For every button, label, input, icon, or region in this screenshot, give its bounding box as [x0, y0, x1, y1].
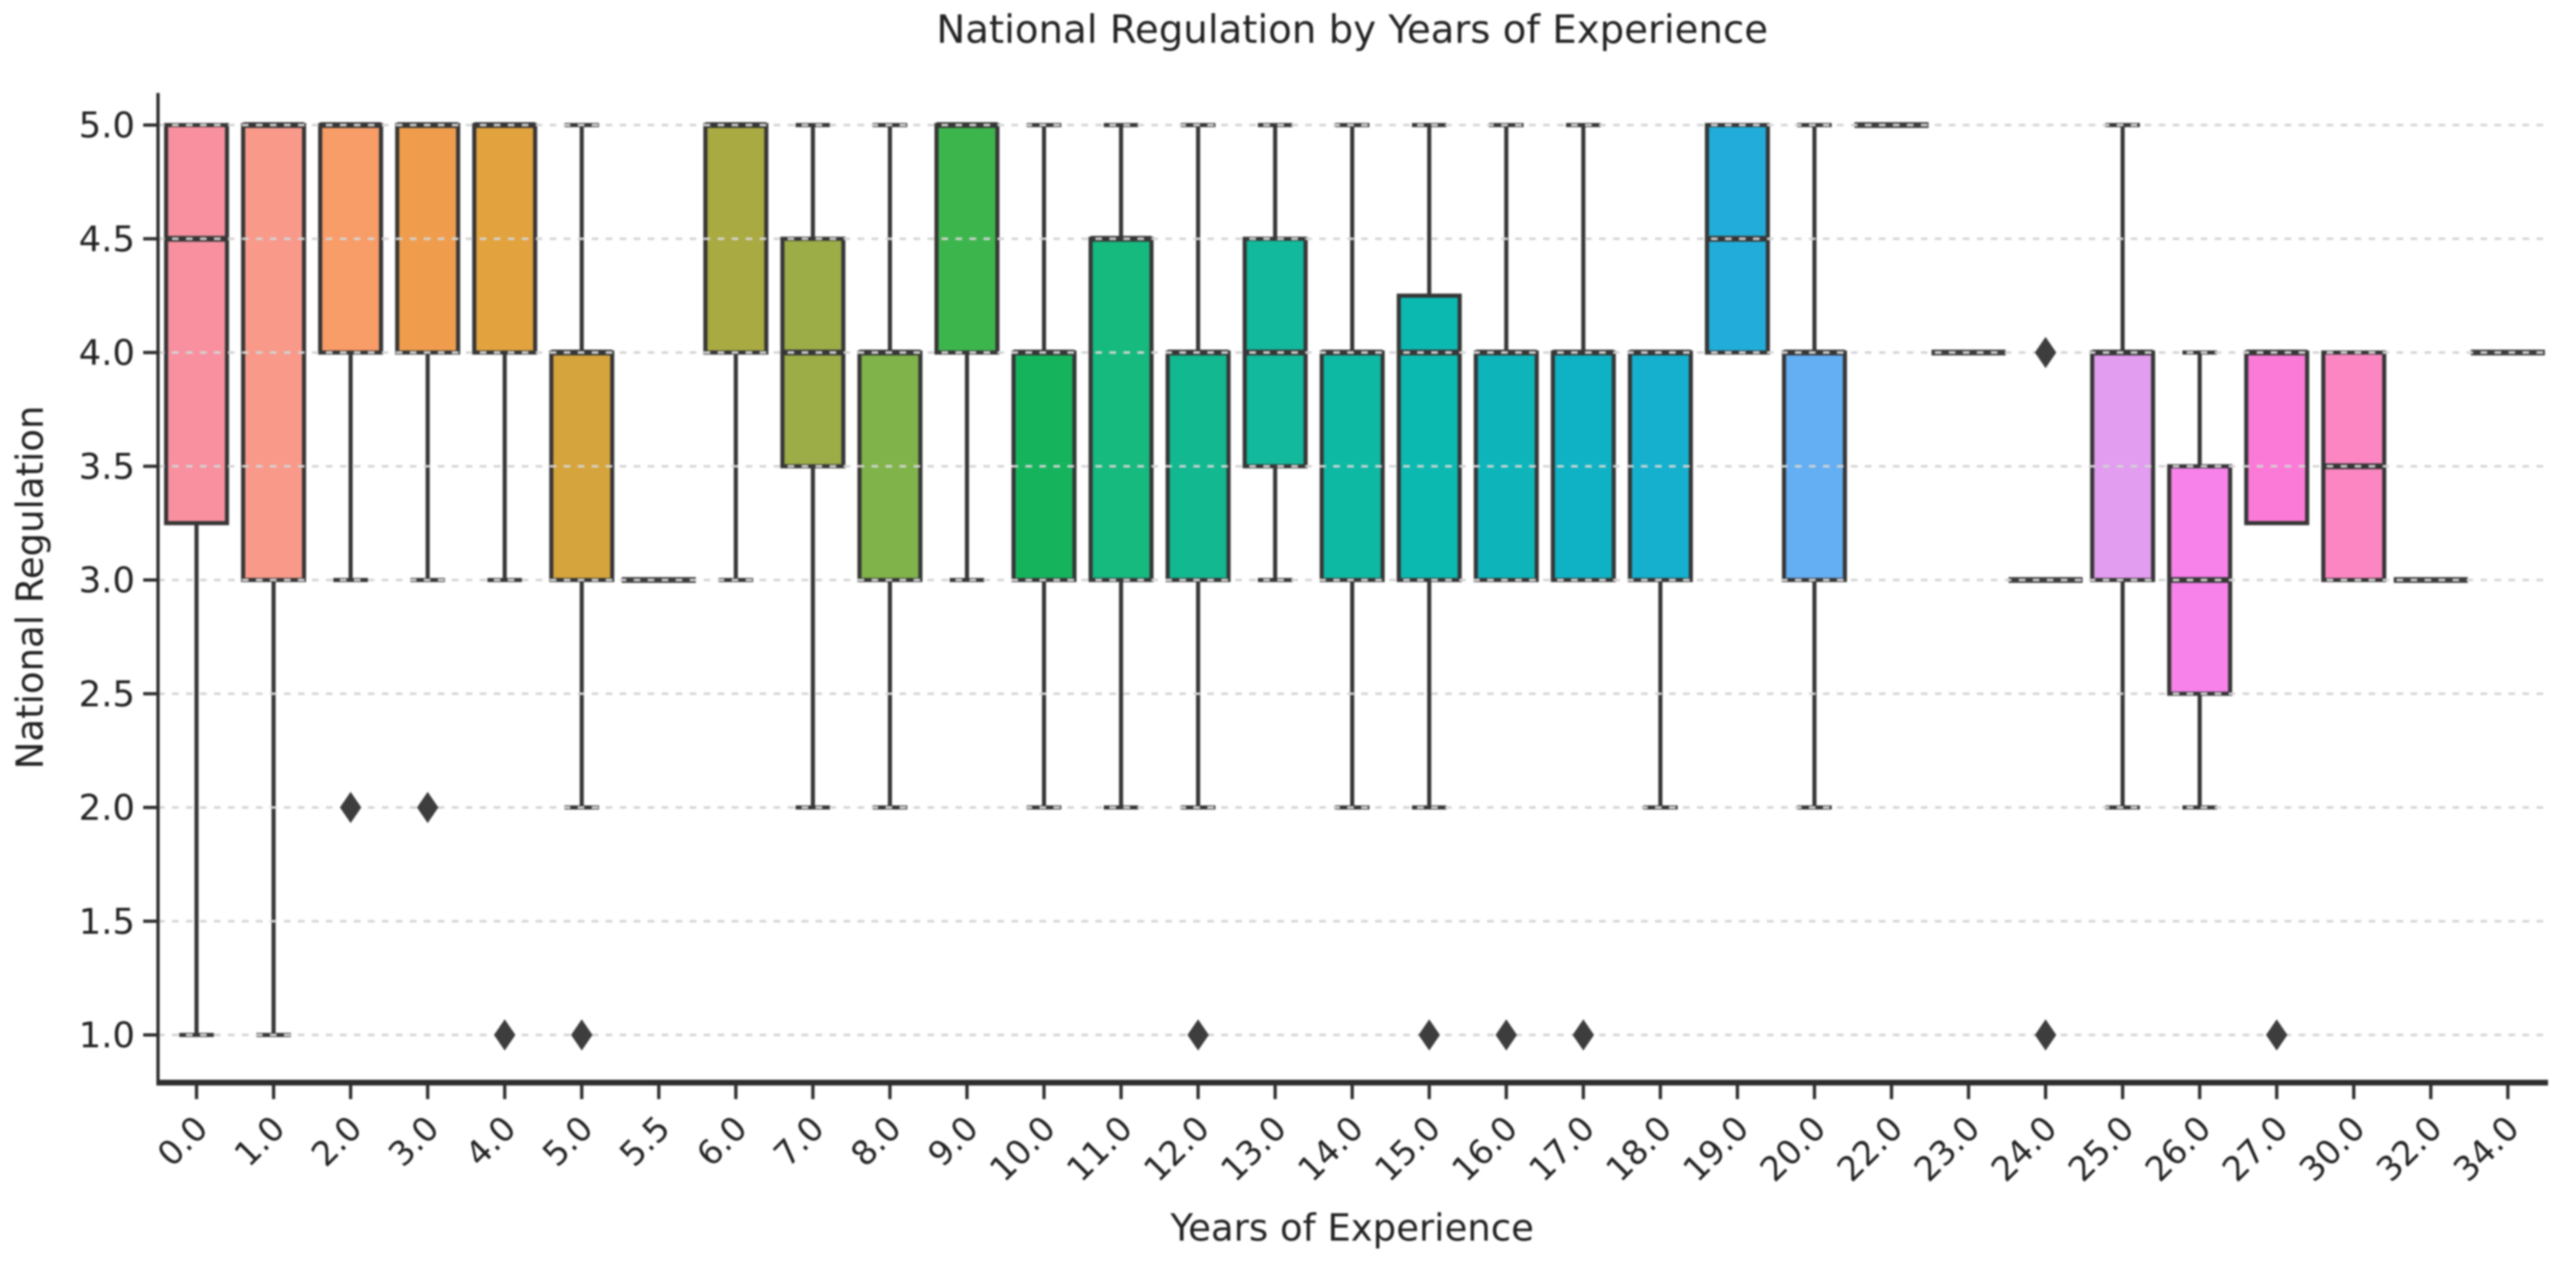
outliers-layer — [340, 336, 2288, 1051]
box-15.0 — [1397, 293, 1462, 582]
x-axis-title: Years of Experience — [1169, 1206, 1534, 1250]
y-tick-label-3.5: 3.5 — [79, 447, 135, 488]
box-27.0 — [2244, 350, 2309, 526]
y-tick-label-4.5: 4.5 — [79, 219, 135, 260]
outlier-diamond-12.0 — [1187, 1019, 1209, 1051]
box-0.0 — [164, 123, 230, 526]
outlier-diamond-3.0 — [416, 791, 439, 824]
outlier-diamond-24.0 — [2034, 336, 2057, 369]
outlier-diamond-15.0 — [1418, 1019, 1440, 1051]
chart-title: National Regulation by Years of Experien… — [937, 7, 1769, 53]
outlier-diamond-17.0 — [1572, 1019, 1594, 1051]
outlier-diamond-27.0 — [2266, 1019, 2288, 1051]
outlier-diamond-2.0 — [340, 791, 362, 824]
y-tick-label-1.5: 1.5 — [79, 902, 135, 943]
y-tick-label-3.0: 3.0 — [79, 560, 135, 601]
y-tick-label-4.0: 4.0 — [79, 333, 135, 374]
gridlines-layer — [158, 123, 2546, 1037]
outlier-diamond-16.0 — [1495, 1019, 1518, 1051]
y-tick-label-1.0: 1.0 — [79, 1015, 135, 1056]
outlier-diamond-4.0 — [494, 1019, 516, 1051]
y-tick-label-2.5: 2.5 — [79, 674, 135, 715]
y-axis-title: National Regulation — [8, 406, 52, 769]
ticks-layer — [143, 123, 2510, 1099]
y-tick-label-2.0: 2.0 — [79, 788, 135, 829]
outlier-diamond-24.0 — [2034, 1019, 2057, 1051]
box-11.0 — [1088, 236, 1154, 582]
y-tick-label-5.0: 5.0 — [79, 105, 135, 146]
outlier-diamond-5.0 — [570, 1019, 593, 1051]
